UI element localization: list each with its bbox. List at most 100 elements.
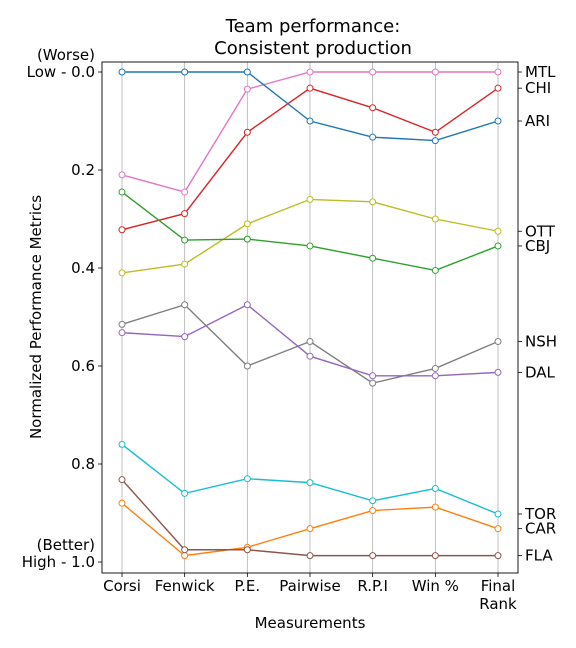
data-point [431,503,439,511]
data-point [369,133,377,141]
series-nsh [118,301,502,387]
chart-title: Team performance:Consistent production [214,16,412,59]
data-point [181,260,189,268]
series-lines [118,68,502,560]
series-ari [118,68,502,145]
x-tick-label: R.P.I [357,577,388,595]
data-point [118,440,126,448]
data-point [431,137,439,145]
data-point [181,236,189,244]
y-tick-label: High - 1.0 [22,553,95,571]
y-tick-label: (Worse) [37,46,95,64]
x-tick-label: Win % [412,577,459,595]
right-tick-label-tor: TOR [524,505,556,523]
data-point [306,68,314,76]
y-axis-label: Normalized Performance Metrics [27,195,45,439]
data-point [306,338,314,345]
data-point [494,117,502,125]
right-tick-label-ari: ARI [525,112,550,130]
data-point [306,352,314,360]
data-point [181,546,189,554]
data-point [369,68,377,76]
data-point [494,242,502,250]
data-point [369,552,377,560]
data-point [306,525,314,533]
data-point [494,338,502,345]
data-point [494,227,502,235]
series-car [118,499,502,560]
data-point [494,68,502,76]
data-point [494,510,502,518]
right-tick-label-car: CAR [525,520,556,538]
chart-title-line: Team performance: [225,16,401,37]
grid-lines [121,62,499,573]
data-point [369,198,377,206]
data-point [494,552,502,560]
data-point [369,104,377,112]
data-point [306,479,314,487]
data-point [369,379,377,387]
right-tick-label-ott: OTT [525,222,556,240]
data-point [181,68,189,76]
x-tick-label: Rank [479,595,517,613]
data-point [118,188,126,196]
data-point [431,128,439,136]
data-point [243,235,251,243]
series-fla [118,476,502,560]
right-tick-label-mtl: MTL [525,63,556,81]
data-point [243,475,251,483]
data-point [494,368,502,376]
y-tick-label: 0.4 [71,259,95,277]
data-point [243,68,251,76]
y-tick-label: 0.8 [71,455,95,473]
data-point [369,507,377,515]
data-point [369,254,377,262]
right-tick-label-cbj: CBJ [525,237,550,255]
data-point [243,220,251,228]
chart-title-line: Consistent production [214,38,412,59]
data-point [181,188,189,196]
data-point [243,546,251,554]
data-point [118,269,126,277]
x-axis-label: Measurements [255,614,366,632]
data-point [494,525,502,533]
series-ott [118,195,502,277]
y-tick-label: (Better) [37,536,95,554]
data-point [431,266,439,274]
data-point [431,372,439,380]
x-tick-label: P.E. [234,577,260,595]
data-point [243,362,251,370]
data-point [494,84,502,92]
data-point [369,497,377,505]
data-point [118,171,126,179]
x-tick-label: Corsi [103,577,141,595]
data-point [306,117,314,125]
data-point [118,329,126,337]
data-point [369,372,377,380]
series-chi [118,84,502,234]
data-point [431,485,439,492]
series-dal [118,301,502,380]
data-point [181,301,189,309]
y-axis-ticks: (Worse)Low - 0.0 0.2 0.4 0.6 0.8 (Better)High… [22,46,102,571]
data-point [118,68,126,76]
data-point [118,320,126,328]
data-point [181,210,189,218]
x-tick-label: Final [481,577,516,595]
x-tick-label: Fenwick [155,577,215,595]
right-tick-label-fla: FLA [525,547,553,565]
y-tick-label: 0.2 [71,161,95,179]
data-point [243,85,251,93]
data-point [181,552,189,560]
series-mtl [118,68,502,196]
data-point [243,128,251,136]
data-point [431,68,439,76]
data-point [118,476,126,484]
data-point [431,552,439,560]
data-point [118,499,126,507]
data-point [306,552,314,560]
data-point [243,301,251,309]
x-tick-label: Pairwise [279,577,340,595]
data-point [181,489,189,497]
